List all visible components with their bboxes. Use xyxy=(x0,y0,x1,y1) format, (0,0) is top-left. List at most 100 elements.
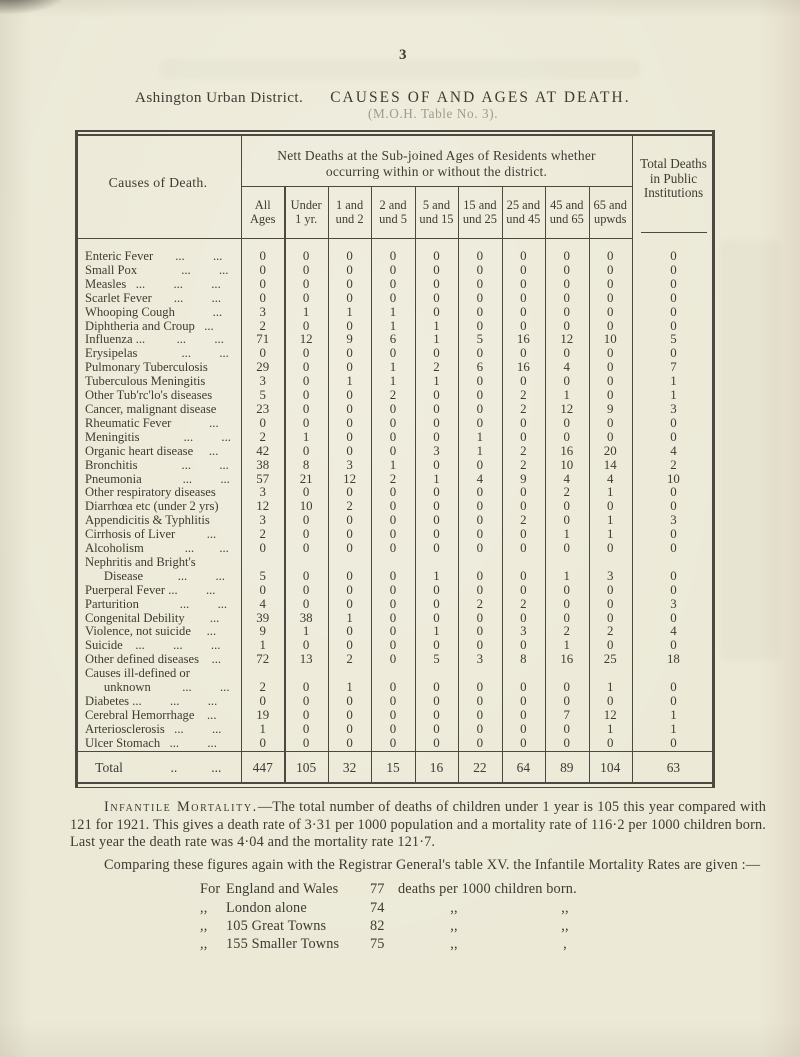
cell-value: 1 xyxy=(433,318,440,333)
rate-ditto-1: ,, xyxy=(450,935,458,952)
cell-value: 0 xyxy=(302,401,310,416)
cell-value: 0 xyxy=(520,374,527,389)
cell-value: 0 xyxy=(476,388,484,403)
cell-value: 18 xyxy=(666,652,680,667)
row-label: Puerperal Fever ... ... xyxy=(85,583,216,597)
cell-value: 1 xyxy=(259,638,266,653)
column-header-causes: Causes of Death. xyxy=(108,175,208,190)
cell-value: 0 xyxy=(302,638,310,653)
cell-value: 4 xyxy=(670,624,677,639)
cell-value: 1 xyxy=(670,707,677,722)
cell-value: 1 xyxy=(606,527,614,542)
rate-place: London alone xyxy=(226,899,307,916)
district-name: Ashington Urban District. xyxy=(135,89,304,106)
cell-value: 0 xyxy=(606,735,614,750)
table-border-top-outer xyxy=(75,130,715,132)
cell-value: 0 xyxy=(520,262,527,277)
cell-value: 0 xyxy=(476,527,484,542)
cell-value: 0 xyxy=(302,485,310,500)
rate-ditto-2: ,, xyxy=(561,917,569,934)
cell-value: 0 xyxy=(433,415,440,430)
cell-value: 0 xyxy=(606,290,614,305)
cell-value: 0 xyxy=(346,249,353,263)
rate-line: ,, 155 Smaller Towns 75,,, xyxy=(200,935,766,953)
row-label: Rheumatic Fever ... xyxy=(85,416,219,430)
table-row: Tuberculous Meningitis 3 0 1 1 1 0 0 0 0 1 xyxy=(75,374,715,389)
table-row: Congenital Debility ... 39 38 1 0 0 0 0 0 0 0 xyxy=(75,610,715,626)
cell-value: 0 xyxy=(346,582,353,597)
cell-value: 2 xyxy=(259,680,266,695)
cell-value: 0 xyxy=(606,541,614,556)
table-row: Alcoholism ... ... 0 0 0 0 0 0 0 0 0 0 xyxy=(75,541,715,556)
cell-value: 0 xyxy=(433,694,440,708)
cell-value: 38 xyxy=(299,610,313,625)
institutions-rule xyxy=(641,232,707,233)
cell-value: 0 xyxy=(302,541,310,556)
total-cell-value: 89 xyxy=(560,760,574,775)
cell-value: 2 xyxy=(520,388,527,403)
total-cell-value: 64 xyxy=(516,760,531,775)
total-row: Total .. ... 447 105 32 15 16 22 64 89 104 63 xyxy=(75,753,715,783)
cell-value: 0 xyxy=(520,707,527,722)
cell-value: 0 xyxy=(563,499,570,514)
total-cell-value: 16 xyxy=(429,760,444,775)
cell-value: 0 xyxy=(670,415,677,430)
cell-value: 0 xyxy=(670,582,677,597)
cell-value: 1 xyxy=(346,680,353,695)
rate-value: 82 xyxy=(370,917,385,934)
cell-value: 0 xyxy=(476,694,484,708)
cell-value: 0 xyxy=(259,582,266,597)
cell-value: 0 xyxy=(389,707,397,722)
cell-value: 0 xyxy=(389,249,397,263)
cell-value: 0 xyxy=(520,304,527,319)
row-label: Parturition ... ... xyxy=(85,597,228,611)
table-row: Puerperal Fever ... ... 0 0 0 0 0 0 0 0 0 0 xyxy=(75,582,715,598)
cell-value: 1 xyxy=(346,304,353,319)
column-rule xyxy=(284,186,286,782)
cell-value: 0 xyxy=(389,610,397,625)
row-label: Measles ... ... ... xyxy=(85,277,221,291)
cell-value: 0 xyxy=(563,610,570,625)
cell-value: 3 xyxy=(259,304,266,319)
cell-value: 0 xyxy=(346,401,353,416)
cell-value: 0 xyxy=(302,568,310,583)
cell-value: 4 xyxy=(670,443,677,458)
rate-ditto-1: ,, xyxy=(450,899,458,916)
cell-value: 1 xyxy=(302,624,310,639)
cell-value: 1 xyxy=(302,429,310,444)
column-header-institutions: Total Deaths in Public Institutions xyxy=(632,156,715,201)
cell-value: 0 xyxy=(476,499,484,514)
cell-value: 0 xyxy=(302,360,310,375)
row-label: Nephritis and Bright's Disease ... ... xyxy=(85,555,225,583)
total-cell-value: 63 xyxy=(666,760,681,775)
cell-value: 0 xyxy=(259,735,266,750)
cell-value: 6 xyxy=(476,360,484,375)
cell-value: 0 xyxy=(670,290,677,305)
cell-value: 8 xyxy=(520,652,527,667)
cell-value: 0 xyxy=(606,499,614,514)
cell-value: 1 xyxy=(346,610,353,625)
cell-value: 0 xyxy=(520,346,527,361)
column-rule xyxy=(458,186,460,782)
cell-value: 0 xyxy=(563,415,570,430)
age-column-header: 65 and upwds xyxy=(593,198,627,226)
age-column-headers: All Ages Under 1 yr. 1 and und 2 2 and und … xyxy=(241,198,632,227)
row-label: Diphtheria and Croup ... xyxy=(85,319,214,333)
cell-value: 0 xyxy=(476,735,484,750)
cell-value: 57 xyxy=(256,471,270,486)
rate-place: 105 Great Towns xyxy=(226,917,327,934)
cell-value: 0 xyxy=(563,262,570,277)
cell-value: 2 xyxy=(520,401,527,416)
cell-value: 0 xyxy=(563,735,570,750)
cell-value: 4 xyxy=(563,360,570,375)
infantile-mortality-text: —The total number of deaths of children … xyxy=(70,799,766,851)
total-cell-value: 15 xyxy=(386,760,400,775)
nett-header-line1: Nett Deaths at the Sub-joined Ages of Re… xyxy=(277,148,596,163)
cell-value: 0 xyxy=(346,541,353,556)
cell-value: 2 xyxy=(346,499,353,514)
cell-value: 0 xyxy=(302,276,310,291)
cell-value: 0 xyxy=(433,527,440,542)
cell-value: 0 xyxy=(606,415,614,430)
cell-value: 0 xyxy=(606,262,614,277)
table-row: Rheumatic Fever ... 0 0 0 0 0 0 0 0 0 0 xyxy=(75,415,715,431)
